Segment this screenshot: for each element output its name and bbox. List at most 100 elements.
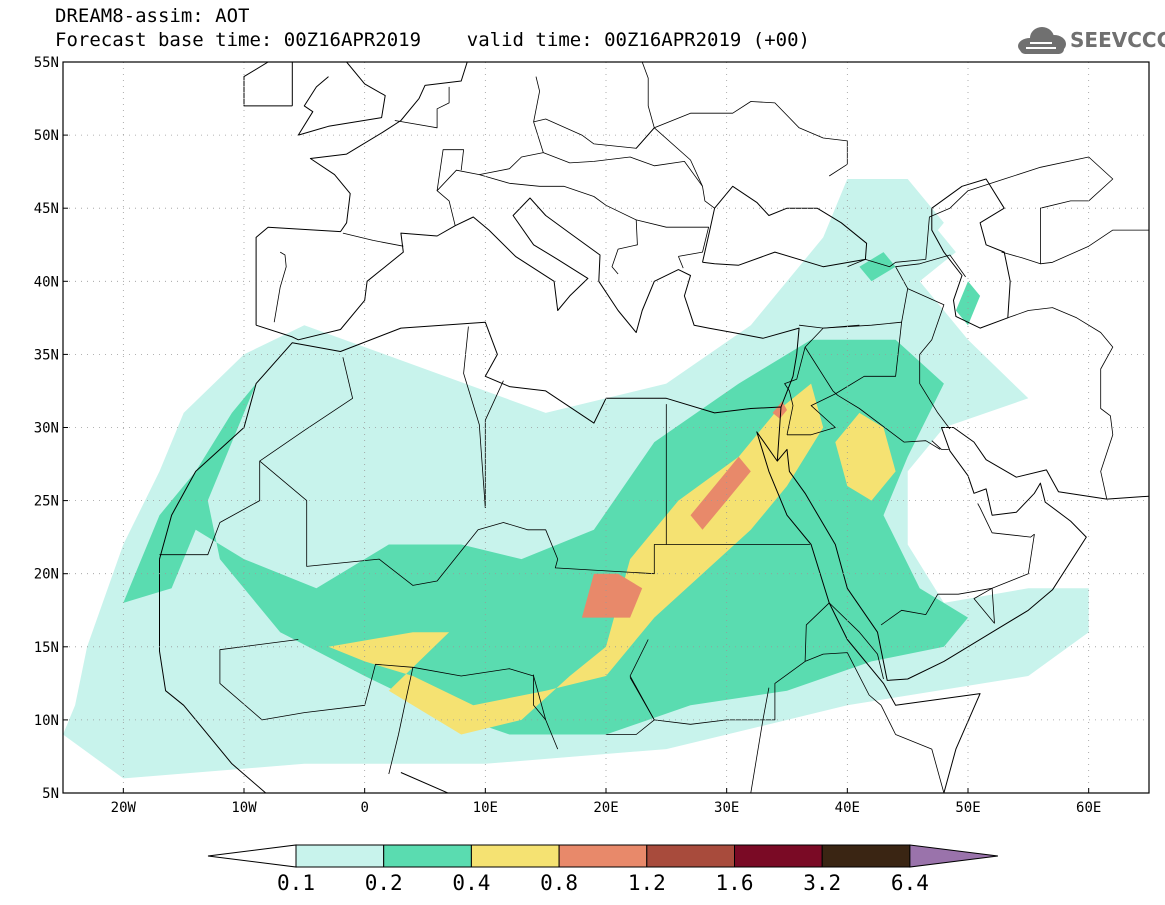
cloud-icon (1018, 27, 1066, 54)
border-3 (484, 380, 504, 508)
border-12 (804, 346, 941, 450)
colorbar-segment-6 (821, 844, 911, 868)
border-0 (259, 460, 810, 586)
coastline-0 (159, 321, 981, 793)
border-38 (880, 705, 945, 793)
lon-tick-label-2: 0 (360, 800, 368, 816)
coastline-10 (243, 62, 293, 107)
border-23 (394, 86, 450, 129)
aot-region-5 (581, 573, 643, 618)
lat-tick-labels: 55N 50N 45N 40N 35N 30N 25N 20N 15N 10N 5N (34, 55, 68, 802)
lon-tick-label-7: 50E (955, 800, 980, 816)
lat-tick-label-6: 25N (34, 494, 59, 510)
aot-region-4 (690, 456, 751, 530)
border-25 (533, 62, 655, 153)
border-17 (436, 169, 709, 257)
coastline-8 (298, 62, 386, 136)
border-6 (388, 667, 414, 775)
aot-region-7 (823, 222, 956, 282)
border-15 (847, 259, 926, 268)
coastline-6 (931, 178, 1011, 329)
coastline-1 (159, 559, 267, 793)
lon-tick-labels: 20W 10W 0 10E 20E 30E 40E 50E 60E (111, 788, 1101, 816)
coastline-7 (776, 427, 1149, 681)
colorbar-label-7: 6.4 (891, 871, 929, 895)
border-2 (463, 326, 486, 508)
colorbar-under-arrow (207, 844, 297, 868)
border-26 (533, 76, 540, 122)
lat-tick-label-10: 5N (42, 786, 59, 802)
coastline-3 (255, 62, 468, 326)
lat-tick-label-9: 10N (34, 713, 59, 729)
colorbar-over-arrow (909, 844, 998, 868)
lon-tick-label-5: 30E (714, 800, 739, 816)
lat-tick-label-1: 50N (34, 128, 59, 144)
border-35 (880, 587, 995, 626)
coastline-layer (159, 62, 1149, 793)
logo-text: SEEVCCC (1070, 28, 1165, 52)
border-30 (1040, 229, 1149, 265)
map-title: DREAM8-assim: AOT (55, 5, 250, 27)
border-29 (925, 156, 1114, 265)
lon-tick-label-4: 20E (593, 800, 618, 816)
colorbar-label-4: 1.2 (628, 871, 666, 895)
border-10 (750, 687, 770, 793)
lat-tick-label-4: 35N (34, 347, 59, 363)
coastline-4 (255, 197, 800, 408)
graticule (63, 62, 1149, 793)
border-1 (159, 357, 353, 556)
border-7 (533, 674, 547, 721)
coastline-2 (400, 772, 450, 793)
lat-tick-label-8: 15N (34, 640, 59, 656)
border-39 (784, 378, 797, 435)
border-20 (342, 232, 404, 247)
lat-tick-label-5: 30N (34, 421, 59, 437)
coastline-5 (702, 185, 868, 268)
colorbar-segment-5 (734, 844, 823, 868)
colorbar-segment-4 (646, 844, 735, 868)
border-28 (654, 127, 703, 187)
forecast-time-line: Forecast base time: 00Z16APR2019 valid t… (55, 29, 810, 51)
lon-tick-label-8: 60E (1076, 800, 1101, 816)
border-36 (828, 602, 884, 680)
aot-region-2 (328, 383, 824, 735)
aot-field-layer (63, 179, 1089, 779)
lon-tick-label-1: 10W (231, 800, 257, 816)
aot-region-8 (859, 252, 896, 282)
border-13 (895, 254, 966, 323)
coastline-9 (297, 76, 329, 136)
lon-tick-label-3: 10E (473, 800, 498, 816)
border-37 (804, 652, 882, 706)
colorbar-label-0: 0.1 (277, 871, 315, 895)
border-22 (436, 149, 464, 191)
colorbar-label-6: 3.2 (803, 871, 841, 895)
border-31 (1007, 307, 1114, 500)
colorbar-label-1: 0.2 (365, 871, 403, 895)
border-14 (907, 288, 951, 430)
colorbar-segment-2 (470, 844, 560, 868)
colorbar: 0.1 0.2 0.4 0.8 1.2 1.6 3.2 6.4 (207, 844, 998, 895)
border-32 (931, 440, 949, 450)
lat-tick-label-3: 40N (34, 274, 59, 290)
aot-region-9 (955, 281, 981, 326)
colorbar-segment-3 (558, 844, 648, 868)
border-18 (611, 219, 638, 275)
colorbar-label-3: 0.8 (540, 871, 578, 895)
border-27 (635, 101, 848, 177)
border-24 (479, 152, 715, 209)
lat-tick-label-7: 20N (34, 567, 59, 583)
border-33 (977, 503, 1035, 538)
colorbar-segment-1 (383, 844, 472, 868)
colorbar-label-5: 1.6 (716, 871, 754, 895)
border-19 (678, 256, 684, 269)
colorbar-label-2: 0.4 (452, 871, 490, 895)
lat-tick-label-2: 45N (34, 201, 59, 217)
lat-tick-label-0: 55N (34, 55, 59, 71)
lon-tick-label-6: 40E (835, 800, 860, 816)
border-9 (629, 602, 830, 725)
border-11 (787, 321, 902, 436)
aot-region-6 (772, 401, 787, 419)
lon-tick-label-0: 20W (111, 800, 137, 816)
colorbar-segment-0 (295, 844, 385, 868)
